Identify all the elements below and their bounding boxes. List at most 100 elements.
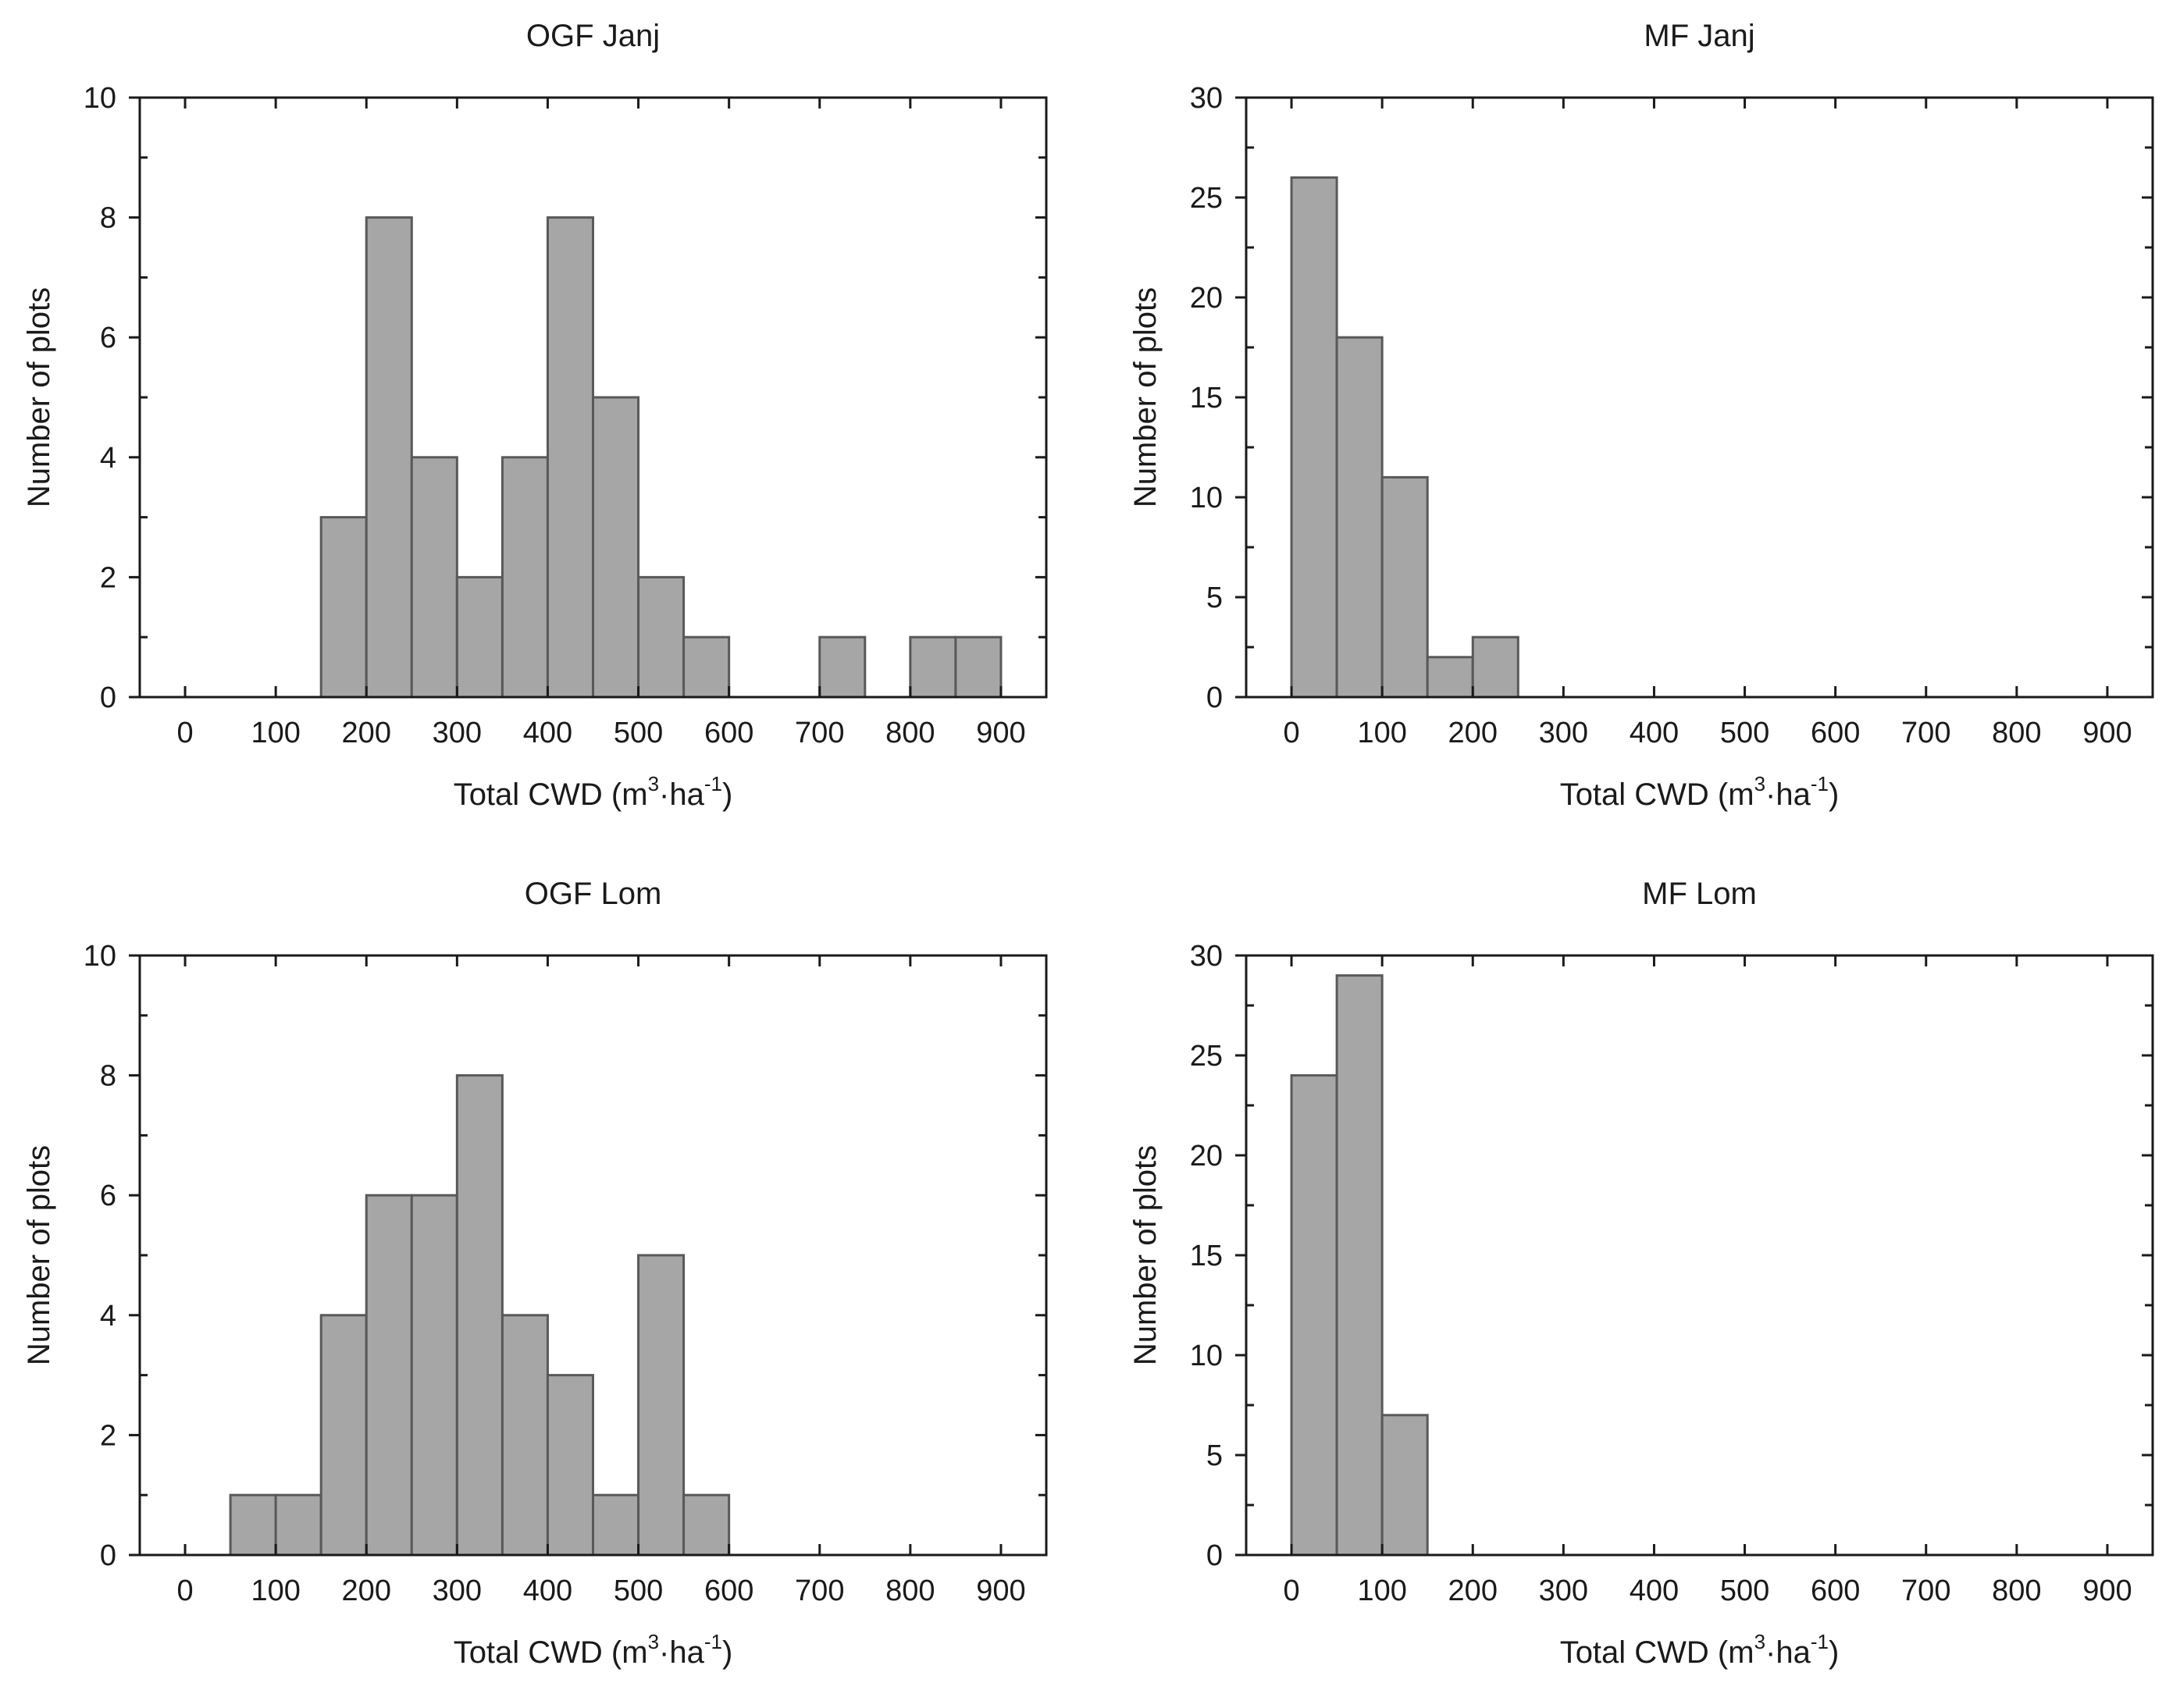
y-tick-label: 10 [84, 940, 116, 973]
y-tick-label: 25 [1190, 1040, 1223, 1073]
chart-title: MF Lom [1642, 877, 1757, 911]
y-tick-label: 2 [100, 561, 116, 594]
x-tick-label: 0 [176, 1575, 193, 1607]
x-axis-label-part: Total CWD (m [454, 1635, 648, 1670]
histogram-bar [1335, 336, 1384, 699]
histogram-bar [229, 1493, 277, 1557]
y-tick-label: 20 [1190, 282, 1223, 315]
x-tick-label: 500 [1720, 717, 1769, 749]
histogram-bar [682, 635, 731, 699]
x-axis-label-part: Total CWD (m [1560, 1635, 1754, 1670]
y-tick-label: 10 [1190, 482, 1223, 514]
x-tick-label: 800 [1992, 1575, 2041, 1607]
x-tick-label: 400 [523, 717, 572, 749]
y-tick-label: 30 [1190, 82, 1223, 115]
y-tick-label: 15 [1190, 382, 1223, 415]
x-tick-label: 400 [1630, 1575, 1679, 1607]
x-tick-label: 0 [176, 717, 193, 749]
x-tick-label: 100 [251, 717, 300, 749]
x-tick-label: 600 [1811, 1575, 1860, 1607]
x-axis-label-superscript: -1 [1811, 772, 1829, 795]
chart-panel: OGF Lom 0 100 200 300 400 500 600 700 800 900 0 2 4 6 8… [22, 877, 1048, 1670]
histogram-bar [1471, 635, 1519, 699]
x-tick-label: 700 [1901, 717, 1950, 749]
x-tick-label: 800 [885, 1575, 935, 1607]
x-tick-label: 300 [433, 717, 482, 749]
histogram-bar [592, 396, 640, 699]
histogram-bar [546, 216, 595, 699]
x-axis-label-part: ) [1829, 777, 1839, 812]
histogram-bar [637, 1254, 686, 1557]
x-tick-label: 200 [342, 1575, 391, 1607]
histogram-bar [546, 1374, 595, 1557]
y-axis-label: Number of plots [1128, 1145, 1163, 1365]
x-axis-label-superscript: -1 [704, 1630, 722, 1653]
chart-title: MF Janj [1644, 19, 1754, 53]
histogram-bar [365, 216, 413, 699]
x-tick-label: 200 [1448, 1575, 1498, 1607]
histogram-bar [1290, 176, 1338, 699]
plot-frame [1245, 96, 2154, 699]
histogram-bar [682, 1493, 731, 1557]
histogram-bar [1380, 475, 1429, 699]
y-tick-label: 30 [1190, 940, 1223, 973]
x-tick-label: 600 [1811, 717, 1860, 749]
x-tick-label: 400 [1630, 717, 1679, 749]
chart-panel: MF Janj 0 100 200 300 400 500 600 700 800 900 0 5 10 1… [1128, 19, 2154, 812]
histogram-bar [500, 1314, 549, 1557]
histogram-bar [319, 516, 368, 699]
chart-panel: OGF Janj 0 100 200 300 400 500 600 700 800 900 0 2 4 6… [22, 19, 1048, 812]
histogram-bar [637, 575, 686, 699]
x-tick-label: 0 [1283, 717, 1299, 749]
x-axis-label-part: Total CWD (m [454, 777, 648, 812]
x-axis-label-superscript: 3 [648, 1630, 659, 1653]
x-axis-label-part: ·ha [1765, 777, 1811, 812]
x-tick-label: 600 [704, 1575, 753, 1607]
y-tick-label: 6 [100, 1180, 116, 1212]
x-tick-label: 900 [2082, 1575, 2132, 1607]
x-axis-label: Total CWD (m3·ha-1) [454, 772, 733, 812]
x-axis-label-part: Total CWD (m [1560, 777, 1754, 812]
x-tick-label: 100 [1357, 717, 1406, 749]
x-axis-label: Total CWD (m3·ha-1) [1560, 1630, 1840, 1670]
histogram-bar [954, 635, 1003, 699]
histogram-bar [1335, 974, 1384, 1557]
chart-title: OGF Lom [525, 877, 662, 911]
histogram-bar [365, 1194, 413, 1557]
x-axis-label: Total CWD (m3·ha-1) [1560, 772, 1840, 812]
histogram-bar [274, 1493, 322, 1557]
y-tick-label: 10 [84, 82, 116, 115]
x-tick-label: 700 [1901, 1575, 1950, 1607]
x-tick-label: 900 [976, 717, 1025, 749]
y-tick-label: 0 [100, 681, 116, 714]
y-tick-label: 4 [100, 1300, 116, 1333]
histogram-bar [410, 1194, 458, 1557]
histogram-bar [1290, 1074, 1338, 1557]
x-axis-label: Total CWD (m3·ha-1) [454, 1630, 733, 1670]
x-tick-label: 300 [1539, 1575, 1588, 1607]
x-axis-label-part: ·ha [1765, 1635, 1811, 1670]
y-tick-label: 10 [1190, 1340, 1223, 1372]
histogram-bar [455, 575, 504, 699]
x-tick-label: 600 [704, 717, 753, 749]
x-tick-label: 500 [1720, 1575, 1769, 1607]
x-axis-label-superscript: 3 [1754, 1630, 1765, 1653]
y-axis-label: Number of plots [22, 1145, 56, 1365]
x-axis-label-superscript: 3 [1754, 772, 1765, 795]
y-tick-label: 20 [1190, 1140, 1223, 1172]
x-tick-label: 200 [342, 717, 391, 749]
x-tick-label: 800 [1992, 717, 2041, 749]
x-tick-label: 400 [523, 1575, 572, 1607]
x-axis-label-superscript: -1 [704, 772, 722, 795]
x-tick-label: 300 [433, 1575, 482, 1607]
x-tick-label: 700 [795, 1575, 844, 1607]
x-axis-label-part: ·ha [659, 1635, 705, 1670]
chart-title: OGF Janj [526, 19, 660, 53]
x-tick-label: 900 [976, 1575, 1025, 1607]
x-tick-label: 500 [614, 1575, 663, 1607]
x-axis-label-superscript: -1 [1811, 1630, 1829, 1653]
histogram-bar [1426, 656, 1474, 699]
y-tick-label: 6 [100, 322, 116, 354]
x-tick-label: 900 [2082, 717, 2132, 749]
